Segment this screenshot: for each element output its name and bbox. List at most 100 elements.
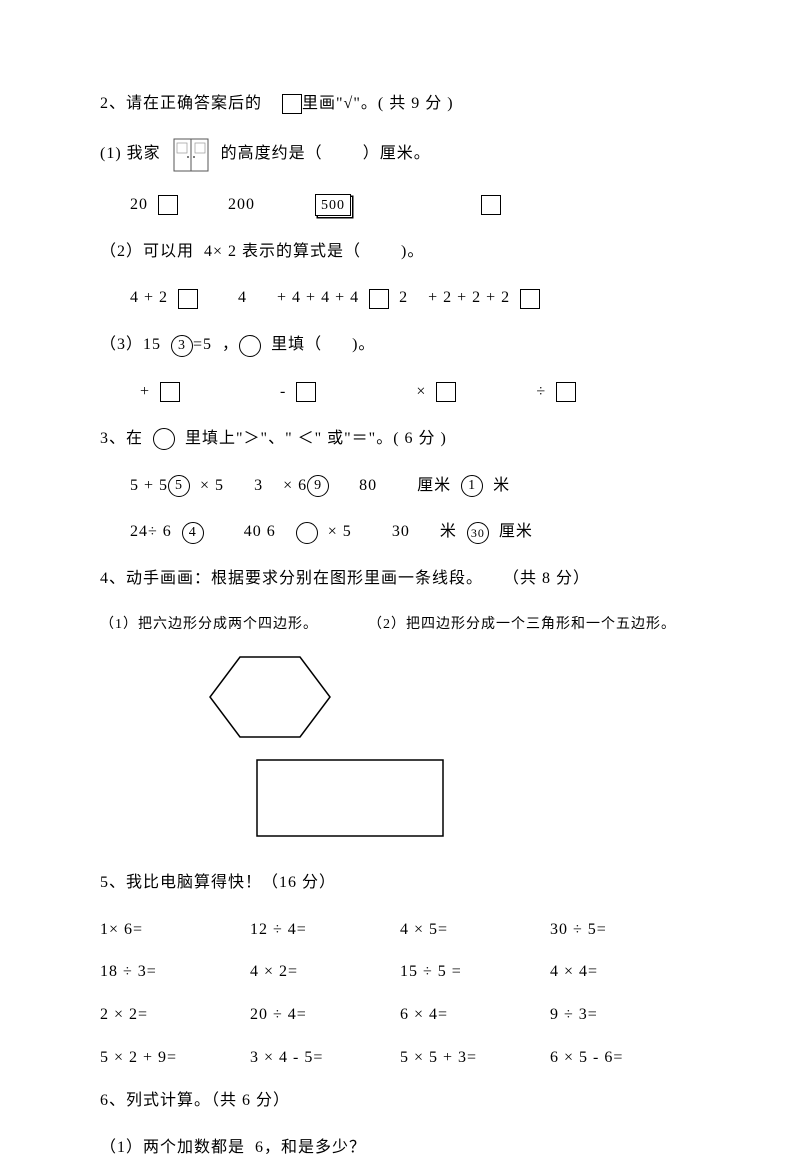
calc-cell: 12 ÷ 4= (250, 916, 400, 945)
calc-row: 1× 6=12 ÷ 4=4 × 5=30 ÷ 5= (100, 916, 700, 945)
q2-p2-options: 4 + 2 4 + 4 + 4 + 4 2 + 2 + 2 + 2 (100, 284, 700, 313)
calc-table: 1× 6=12 ÷ 4=4 × 5=30 ÷ 5= 18 ÷ 3=4 × 2=15… (100, 916, 700, 1073)
calc-row: 2 × 2=20 ÷ 4=6 × 4=9 ÷ 3= (100, 1001, 700, 1030)
q2-p3-e: )。 (352, 331, 375, 360)
calc-cell: 20 ÷ 4= (250, 1001, 400, 1030)
checkbox-icon[interactable] (369, 289, 389, 309)
q3-row1: 5 + 5 5 × 5 3 × 6 9 80 厘米 1 米 (100, 472, 700, 501)
q2-p2: （2）可以用 4× 2 表示的算式是（ )。 (100, 238, 700, 267)
calc-cell: 4 × 2= (250, 958, 400, 987)
op: × (416, 378, 426, 407)
opt: 4 (238, 284, 247, 313)
checkbox-icon[interactable] (158, 195, 178, 215)
door-icon (171, 137, 211, 173)
q2-p1-options: 20 200 500 (100, 191, 700, 220)
calc-row: 5 × 2 + 9=3 × 4 - 5=5 × 5 + 3=6 × 5 - 6= (100, 1044, 700, 1073)
circle-fill[interactable]: 9 (307, 475, 329, 497)
checkbox-icon[interactable] (178, 289, 198, 309)
opt-200: 200 (228, 191, 255, 220)
checkbox-icon[interactable] (436, 382, 456, 402)
t: × 6 (283, 472, 307, 501)
q6-p1-b: 6，和是多少？ (255, 1134, 366, 1162)
opt: + 2 + 2 + 2 (428, 284, 510, 313)
q5-title-t: 5、我比电脑算得快！（16 分） (100, 869, 336, 898)
q6-p1-a: （1）两个加数都是 (100, 1134, 245, 1162)
t: 厘米 (499, 518, 533, 547)
q6-title: 6、列式计算。（共 6 分） (100, 1087, 700, 1116)
opt-500-box[interactable]: 500 (315, 194, 351, 216)
checkbox-icon[interactable] (481, 195, 501, 215)
checkbox-icon (282, 94, 302, 114)
circle-blank[interactable] (296, 522, 318, 544)
t: × 5 (200, 472, 224, 501)
calc-cell: 3 × 4 - 5= (250, 1044, 400, 1073)
q6-p1: （1）两个加数都是 6，和是多少？ (100, 1134, 700, 1162)
calc-cell: 5 × 5 + 3= (400, 1044, 550, 1073)
q2-p3-b: =5 (193, 331, 212, 360)
op: + (140, 378, 150, 407)
q2-p3: （3）15 3 =5 ， 里填（ )。 (100, 331, 700, 360)
calc-cell: 6 × 5 - 6= (550, 1044, 700, 1073)
opt: + 4 + 4 + 4 (277, 284, 359, 313)
t: 24÷ 6 (130, 518, 172, 547)
q2-p3-a: （3）15 (100, 331, 161, 360)
circle-fill: 3 (171, 335, 193, 357)
q2-p2-b: 4× 2 表示的算式是（ (204, 238, 361, 267)
t: 3 (254, 472, 263, 501)
circle-fill[interactable]: 5 (168, 475, 190, 497)
calc-cell: 1× 6= (100, 916, 250, 945)
q3-row2: 24÷ 6 4 40 6 × 5 30 米 30 厘米 (100, 518, 700, 547)
q6-title-t: 6、列式计算。（共 6 分） (100, 1087, 290, 1116)
opt: 2 (399, 284, 408, 313)
q4-subs: （1）把六边形分成两个四边形。 （2）把四边形分成一个三角形和一个五边形。 (100, 612, 700, 637)
q2-p1: (1) 我家 的高度约是（ ）厘米。 (100, 137, 700, 173)
rectangle-shape (220, 758, 480, 849)
t: × 5 (328, 518, 352, 547)
calc-row: 18 ÷ 3=4 × 2=15 ÷ 5 =4 × 4= (100, 958, 700, 987)
q4-points: （共 8 分） (503, 565, 590, 594)
circle-blank (153, 428, 175, 450)
circle-fill[interactable]: 4 (182, 522, 204, 544)
q2-title-b: 里画"√"。( 共 9 分 ) (302, 90, 454, 119)
checkbox-icon[interactable] (296, 382, 316, 402)
shapes-row (140, 647, 700, 849)
opt: 4 + 2 (130, 284, 168, 313)
t: 30 (392, 518, 410, 547)
q4-title-a: 4、动手画画：根据要求分别在图形里画一条线段。 (100, 565, 483, 594)
circle-fill[interactable]: 1 (461, 475, 483, 497)
t: 80 (359, 472, 377, 501)
calc-cell: 2 × 2= (100, 1001, 250, 1030)
calc-cell: 18 ÷ 3= (100, 958, 250, 987)
q2-title: 2、请在正确答案后的 里画"√"。( 共 9 分 ) (100, 90, 700, 119)
t: 厘米 (417, 472, 451, 501)
q2-p3-d: 里填（ (271, 331, 322, 360)
q5-title: 5、我比电脑算得快！（16 分） (100, 869, 700, 898)
q3-title: 3、在 里填上"＞"、" ＜" 或"＝"。( 6 分 ) (100, 425, 700, 454)
op: - (280, 378, 286, 407)
q2-p3-c: ， (222, 331, 239, 360)
checkbox-icon[interactable] (556, 382, 576, 402)
q2-p2-a: （2）可以用 (100, 238, 194, 267)
q2-title-a: 2、请在正确答案后的 (100, 90, 262, 119)
calc-cell: 30 ÷ 5= (550, 916, 700, 945)
op: ÷ (536, 378, 546, 407)
calc-cell: 4 × 5= (400, 916, 550, 945)
q2-p1-b: 的高度约是（ (221, 140, 323, 169)
checkbox-icon[interactable] (520, 289, 540, 309)
t: 40 6 (244, 518, 276, 547)
q4-sub2: （2）把四边形分成一个三角形和一个五边形。 (368, 612, 676, 637)
q2-p1-c: ）厘米。 (363, 140, 431, 169)
q4-sub1: （1）把六边形分成两个四边形。 (100, 612, 318, 637)
circle-fill[interactable]: 30 (467, 522, 489, 544)
q3-title-a: 3、在 (100, 425, 143, 454)
calc-cell: 5 × 2 + 9= (100, 1044, 250, 1073)
circle-blank (239, 335, 261, 357)
t: 米 (440, 518, 457, 547)
opt-20: 20 (130, 191, 148, 220)
t: 5 + 5 (130, 472, 168, 501)
calc-cell: 6 × 4= (400, 1001, 550, 1030)
checkbox-icon[interactable] (160, 382, 180, 402)
q4-title: 4、动手画画：根据要求分别在图形里画一条线段。 （共 8 分） (100, 565, 700, 594)
t: 米 (493, 472, 510, 501)
q3-title-b: 里填上"＞"、" ＜" 或"＝"。( 6 分 ) (185, 425, 447, 454)
